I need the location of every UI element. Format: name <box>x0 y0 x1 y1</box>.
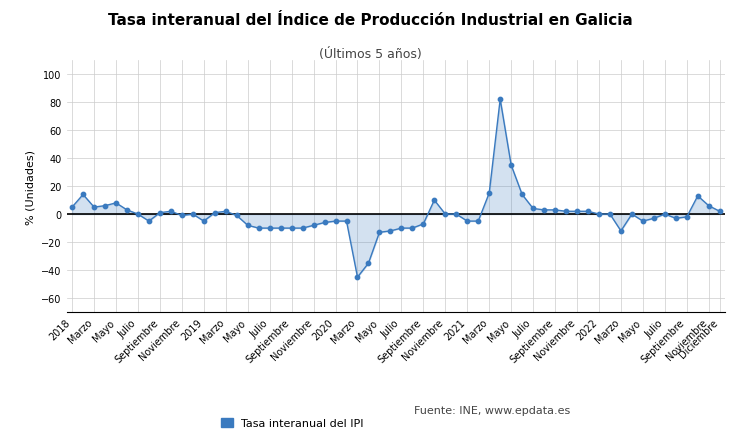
Point <box>560 208 572 215</box>
Point <box>549 207 561 214</box>
Legend: Tasa interanual del IPI: Tasa interanual del IPI <box>217 414 369 433</box>
Point <box>395 225 407 232</box>
Point <box>329 218 341 225</box>
Point <box>77 191 89 198</box>
Point <box>132 211 144 218</box>
Point <box>505 162 517 169</box>
Point <box>648 215 660 222</box>
Point <box>231 213 243 220</box>
Point <box>517 191 528 198</box>
Point <box>88 204 100 211</box>
Point <box>681 214 693 221</box>
Point <box>297 225 309 232</box>
Point <box>461 218 473 225</box>
Point <box>263 225 275 232</box>
Point <box>198 218 209 225</box>
Point <box>428 197 440 204</box>
Point <box>538 207 550 214</box>
Point <box>626 211 638 218</box>
Point <box>154 210 166 217</box>
Point <box>670 215 682 222</box>
Point <box>187 211 199 218</box>
Text: Fuente: INE, www.epdata.es: Fuente: INE, www.epdata.es <box>414 405 571 415</box>
Point <box>604 211 616 218</box>
Point <box>275 225 286 232</box>
Point <box>220 208 232 215</box>
Point <box>209 210 221 217</box>
Point <box>66 204 78 211</box>
Point <box>165 208 177 215</box>
Point <box>703 203 715 210</box>
Point <box>593 211 605 218</box>
Text: (Últimos 5 años): (Últimos 5 años) <box>319 48 421 61</box>
Point <box>385 228 397 235</box>
Point <box>494 96 506 103</box>
Y-axis label: % (Unidades): % (Unidades) <box>26 149 36 224</box>
Point <box>340 218 352 225</box>
Point <box>417 221 429 228</box>
Point <box>406 225 418 232</box>
Point <box>571 208 583 215</box>
Point <box>352 274 363 281</box>
Point <box>472 218 484 225</box>
Point <box>615 228 627 235</box>
Point <box>363 260 374 267</box>
Point <box>527 206 539 213</box>
Point <box>659 211 670 218</box>
Point <box>121 207 133 214</box>
Point <box>253 225 265 232</box>
Point <box>143 218 155 225</box>
Point <box>308 222 320 229</box>
Point <box>110 200 122 207</box>
Text: Tasa interanual del Índice de Producción Industrial en Galicia: Tasa interanual del Índice de Producción… <box>107 13 633 28</box>
Point <box>319 220 331 227</box>
Point <box>582 208 594 215</box>
Point <box>176 213 188 220</box>
Point <box>242 222 254 229</box>
Point <box>374 229 386 236</box>
Point <box>714 208 726 215</box>
Point <box>483 190 495 197</box>
Point <box>99 203 111 210</box>
Point <box>286 225 297 232</box>
Point <box>440 211 451 218</box>
Point <box>692 193 704 200</box>
Point <box>451 211 462 218</box>
Point <box>637 218 649 225</box>
